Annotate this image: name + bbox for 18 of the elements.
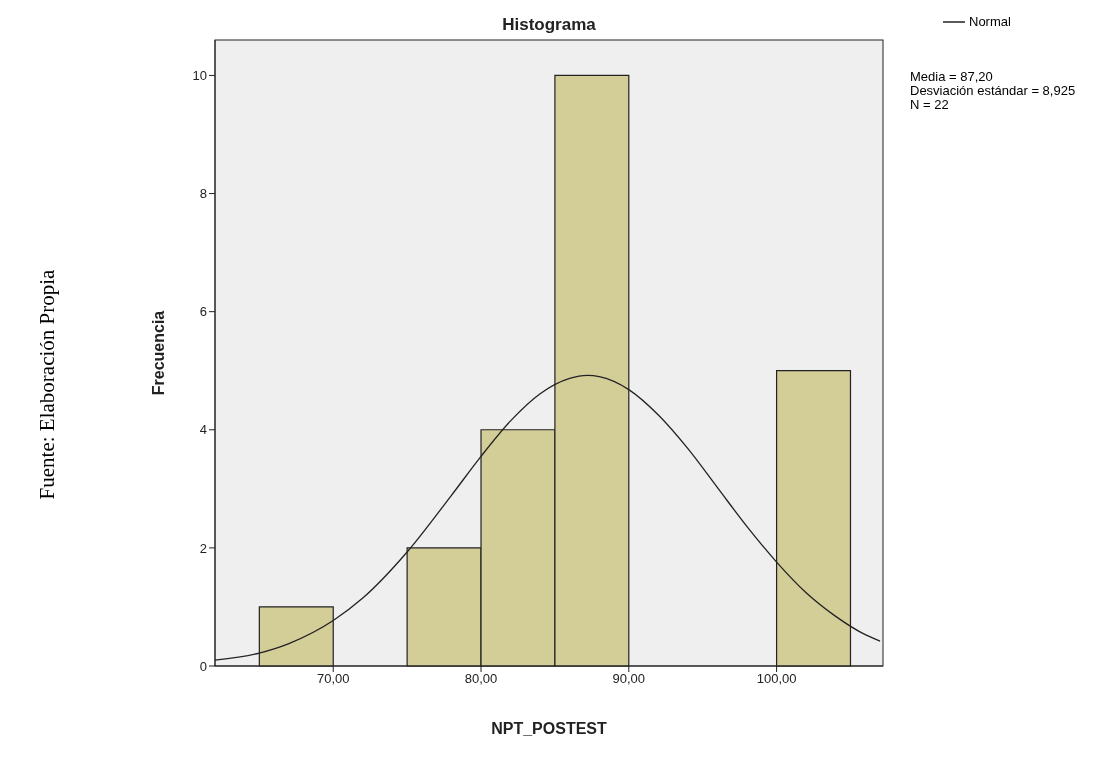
text: N = 22 [910, 97, 950, 112]
y-axis-title: Frecuencia [149, 310, 167, 396]
source-note: Fuente: Elaboración Propia [35, 269, 61, 499]
chart-title: Histograma [502, 15, 597, 34]
x-axis-title: NPT_POSTEST [491, 720, 608, 737]
x-tick-label: 90,00 [612, 671, 646, 687]
text: Media = 87,20 [910, 69, 994, 84]
x-tick-label: 70,00 [316, 671, 350, 687]
legend-label: Normal [969, 14, 1011, 29]
y-tick-label: 10 [192, 68, 207, 84]
x-tick-label: 80,00 [464, 671, 498, 687]
y-tick-label: 4 [199, 422, 207, 438]
y-tick-label: 8 [199, 186, 207, 202]
y-tick-label: 6 [199, 304, 207, 320]
y-tick-label: 0 [199, 658, 207, 674]
text: Desviación estándar = 8,925 [910, 83, 1076, 98]
x-tick-label: 100,00 [756, 671, 797, 687]
y-tick-label: 2 [199, 540, 207, 556]
